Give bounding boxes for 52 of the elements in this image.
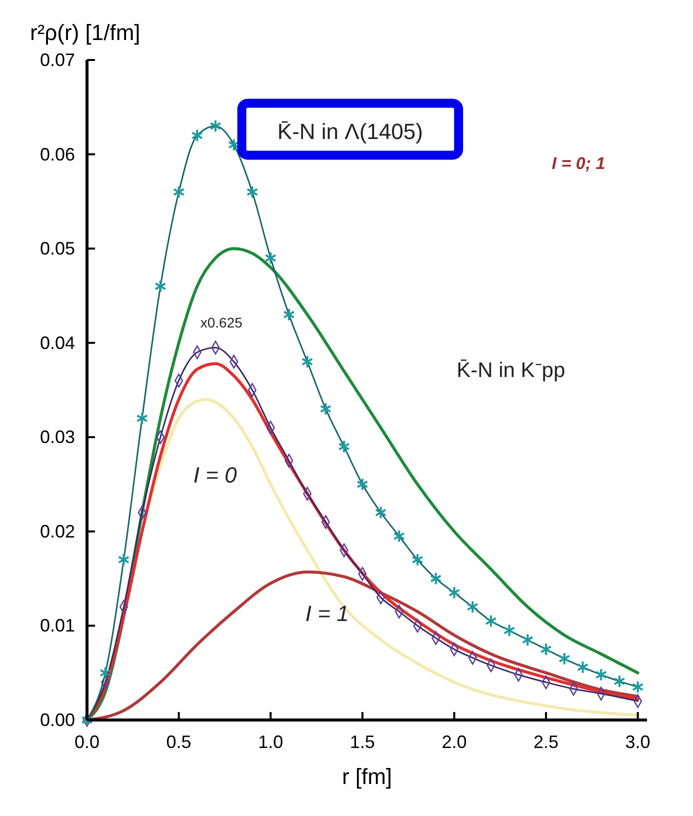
point	[283, 308, 295, 322]
point	[576, 660, 589, 674]
point	[118, 553, 130, 566]
y-tick-label: 0.05	[40, 238, 75, 259]
x-tick-label: 0.0	[74, 732, 100, 752]
point	[320, 402, 332, 416]
point	[136, 412, 148, 425]
point	[172, 185, 185, 199]
y-tick-label: 0.07	[40, 50, 75, 70]
point	[154, 280, 166, 293]
point	[301, 355, 314, 368]
point	[99, 666, 112, 680]
x-tick-label: 1.5	[350, 732, 375, 752]
x-tick-label: 1.0	[258, 732, 284, 752]
x-axis-title: r [fm]	[342, 764, 392, 789]
point	[540, 642, 552, 656]
x-tick-label: 2.0	[442, 732, 467, 752]
point	[503, 624, 516, 638]
y-tick-label: 0.02	[40, 521, 75, 542]
y-tick-label: 0.01	[40, 616, 75, 636]
point	[614, 674, 626, 688]
x-tick-label: 2.5	[534, 732, 559, 752]
annotation: K̄-N in K⁻pp	[456, 358, 566, 382]
y-axis-title: r²ρ(r) [1/fm]	[30, 20, 140, 45]
point	[632, 680, 644, 694]
point	[264, 251, 277, 265]
x-tick-label: 3.0	[625, 732, 650, 752]
annotation: I = 0	[193, 462, 238, 488]
y-tick-label: 0.00	[40, 710, 75, 730]
point	[522, 633, 534, 647]
y-tick-label: 0.04	[40, 332, 75, 353]
x-tick-label: 0.5	[166, 732, 192, 752]
y-tick-label: 0.06	[40, 144, 75, 164]
y-tick-label: 0.03	[40, 427, 75, 448]
point	[210, 119, 222, 133]
point	[485, 614, 497, 628]
annotation: x0.625	[200, 314, 243, 330]
annotation: I = 1	[305, 601, 349, 626]
point	[558, 652, 570, 666]
point	[338, 440, 350, 454]
point	[466, 600, 478, 614]
point	[448, 586, 460, 600]
point	[191, 128, 204, 142]
annotation: I = 0; 1	[552, 154, 606, 173]
point	[430, 572, 442, 586]
point	[412, 553, 424, 566]
annotation: K̄-N in Λ(1405)	[277, 119, 423, 144]
point	[356, 478, 368, 491]
point	[374, 506, 387, 520]
point	[393, 529, 406, 543]
point	[246, 185, 258, 199]
point	[595, 668, 607, 682]
